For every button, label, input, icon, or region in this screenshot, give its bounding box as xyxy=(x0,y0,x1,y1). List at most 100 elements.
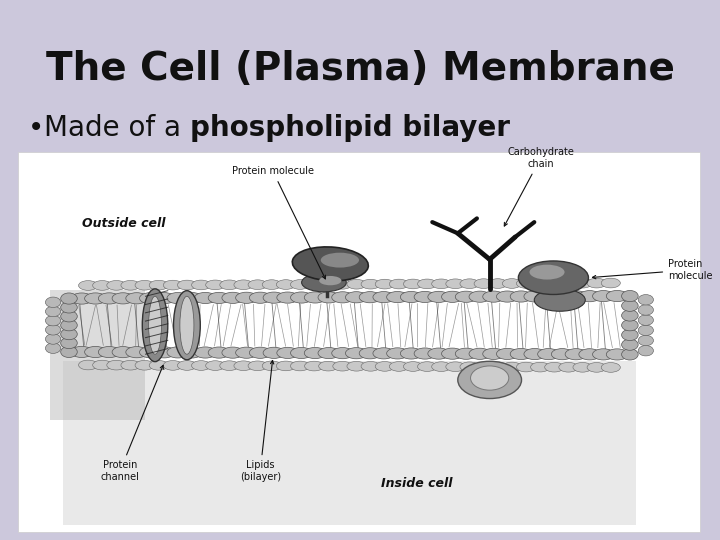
Ellipse shape xyxy=(621,320,638,331)
Ellipse shape xyxy=(503,362,521,372)
Ellipse shape xyxy=(60,302,77,313)
Ellipse shape xyxy=(387,292,408,302)
Ellipse shape xyxy=(78,360,98,370)
Ellipse shape xyxy=(403,279,423,289)
Text: •: • xyxy=(28,114,44,142)
Ellipse shape xyxy=(126,347,148,358)
Ellipse shape xyxy=(538,291,559,302)
Ellipse shape xyxy=(375,279,395,289)
Ellipse shape xyxy=(373,292,395,303)
Ellipse shape xyxy=(638,335,654,346)
Ellipse shape xyxy=(497,348,518,360)
Ellipse shape xyxy=(181,293,202,303)
Ellipse shape xyxy=(107,280,126,290)
Ellipse shape xyxy=(60,338,77,349)
Polygon shape xyxy=(63,361,636,524)
Ellipse shape xyxy=(71,293,93,304)
Ellipse shape xyxy=(276,361,295,371)
Ellipse shape xyxy=(621,329,638,341)
Ellipse shape xyxy=(638,346,654,356)
Ellipse shape xyxy=(403,362,423,372)
Ellipse shape xyxy=(332,348,354,359)
Ellipse shape xyxy=(400,348,422,359)
Ellipse shape xyxy=(565,349,587,360)
Ellipse shape xyxy=(222,347,243,358)
Ellipse shape xyxy=(510,348,532,360)
Ellipse shape xyxy=(302,273,346,292)
Ellipse shape xyxy=(510,291,532,302)
Ellipse shape xyxy=(359,292,381,303)
Ellipse shape xyxy=(482,291,505,302)
Text: Outside cell: Outside cell xyxy=(82,217,165,230)
Ellipse shape xyxy=(262,280,282,289)
Ellipse shape xyxy=(140,347,161,358)
Ellipse shape xyxy=(531,362,549,372)
Ellipse shape xyxy=(60,346,77,357)
Ellipse shape xyxy=(305,347,326,359)
Ellipse shape xyxy=(60,293,77,304)
Ellipse shape xyxy=(552,291,573,302)
Ellipse shape xyxy=(400,292,422,302)
Ellipse shape xyxy=(638,325,654,335)
Ellipse shape xyxy=(545,362,564,372)
Ellipse shape xyxy=(248,361,267,370)
Ellipse shape xyxy=(45,343,60,353)
Polygon shape xyxy=(50,290,145,420)
Ellipse shape xyxy=(206,361,225,370)
Ellipse shape xyxy=(428,348,449,359)
Ellipse shape xyxy=(601,278,621,288)
Ellipse shape xyxy=(497,291,518,302)
Text: Made of a: Made of a xyxy=(44,114,190,142)
Ellipse shape xyxy=(621,310,638,321)
Ellipse shape xyxy=(107,360,126,370)
Ellipse shape xyxy=(192,280,211,290)
Ellipse shape xyxy=(153,293,175,303)
Ellipse shape xyxy=(347,279,366,289)
Ellipse shape xyxy=(121,360,140,370)
Ellipse shape xyxy=(318,348,340,359)
Ellipse shape xyxy=(153,347,175,358)
Text: Inside cell: Inside cell xyxy=(382,477,453,490)
Ellipse shape xyxy=(432,362,451,372)
Ellipse shape xyxy=(71,346,93,357)
Ellipse shape xyxy=(361,279,380,289)
Ellipse shape xyxy=(488,279,508,288)
Ellipse shape xyxy=(418,362,437,372)
Ellipse shape xyxy=(148,296,161,354)
Ellipse shape xyxy=(45,325,60,335)
Ellipse shape xyxy=(460,362,479,372)
Ellipse shape xyxy=(573,278,592,288)
Ellipse shape xyxy=(234,280,253,289)
Ellipse shape xyxy=(60,320,77,331)
Ellipse shape xyxy=(482,348,505,360)
Ellipse shape xyxy=(206,280,225,290)
Ellipse shape xyxy=(194,347,216,358)
Ellipse shape xyxy=(235,347,257,358)
Ellipse shape xyxy=(234,361,253,370)
Ellipse shape xyxy=(458,361,521,399)
Ellipse shape xyxy=(333,361,352,371)
Text: Protein molecule: Protein molecule xyxy=(232,166,325,279)
Ellipse shape xyxy=(593,291,614,302)
Ellipse shape xyxy=(143,289,168,362)
Ellipse shape xyxy=(579,291,600,302)
Ellipse shape xyxy=(320,253,359,268)
Ellipse shape xyxy=(248,280,267,289)
Ellipse shape xyxy=(621,339,638,350)
Ellipse shape xyxy=(220,280,239,289)
Ellipse shape xyxy=(45,334,60,344)
Ellipse shape xyxy=(163,280,182,290)
Text: The Cell (Plasma) Membrane: The Cell (Plasma) Membrane xyxy=(45,50,675,88)
Ellipse shape xyxy=(593,349,614,360)
Ellipse shape xyxy=(177,361,197,370)
Ellipse shape xyxy=(559,362,578,372)
Ellipse shape xyxy=(471,366,509,390)
Text: phospholipid bilayer: phospholipid bilayer xyxy=(190,114,510,142)
Ellipse shape xyxy=(375,362,395,371)
Ellipse shape xyxy=(85,346,107,357)
Ellipse shape xyxy=(99,293,120,304)
Ellipse shape xyxy=(149,361,168,370)
Ellipse shape xyxy=(93,360,112,370)
Ellipse shape xyxy=(163,361,182,370)
Ellipse shape xyxy=(126,293,148,304)
